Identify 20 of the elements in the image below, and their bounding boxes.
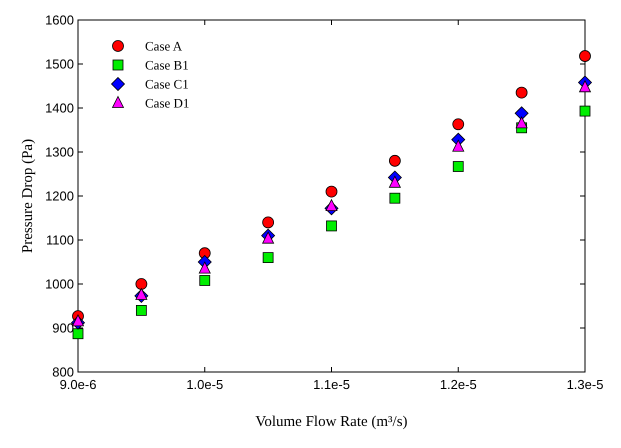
legend-label: Case C1 (145, 76, 189, 92)
y-tick-label: 1200 (45, 188, 74, 204)
y-tick-label: 800 (52, 364, 74, 380)
x-tick-label: 1.2e-5 (440, 377, 477, 392)
y-tick-label: 1600 (45, 12, 74, 28)
y-tick-label: 1400 (45, 100, 74, 116)
x-tick-label: 1.1e-5 (313, 377, 350, 392)
y-tick-label: 1300 (45, 144, 74, 160)
x-tick-label: 1.0e-5 (186, 377, 224, 392)
legend-label: Case B1 (145, 58, 189, 73)
y-tick-label: 1500 (45, 56, 74, 72)
legend-label: Case A (145, 38, 183, 54)
y-tick-label: 1000 (45, 276, 74, 292)
y-axis-title: Pressure Drop (Pa) (20, 138, 36, 254)
y-tick-label: 1100 (46, 232, 74, 248)
y-tick-label: 900 (52, 320, 74, 336)
legend-label: Case D1 (145, 96, 190, 111)
x-tick-label: 9.0e-6 (60, 377, 96, 392)
x-axis-title: Volume Flow Rate (m³/s) (255, 414, 408, 430)
x-tick-label: 1.3e-5 (566, 377, 604, 392)
